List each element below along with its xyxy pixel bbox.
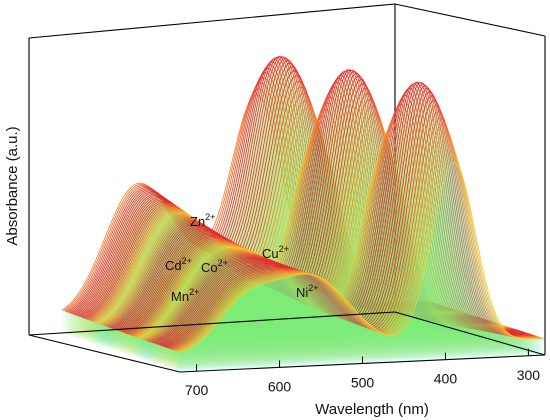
- spectrum-fill: [156, 83, 522, 365]
- spectrum-line: [162, 84, 528, 347]
- spectrum-fill: [145, 116, 511, 361]
- spectrum-line: [159, 81, 526, 346]
- spectrum-fill: [141, 136, 507, 360]
- ion-label-ni: Ni2+: [296, 283, 319, 300]
- spectrum-line: [163, 88, 530, 348]
- spectrum-line: [148, 103, 514, 342]
- spectrum-fill: [95, 123, 461, 345]
- spectrum-fill: [103, 109, 469, 348]
- spectra-surface: [61, 55, 546, 372]
- spectrum-fill: [158, 82, 524, 366]
- spectrum-line: [118, 69, 485, 332]
- spectrum-line: [178, 154, 544, 353]
- spectrum-fill: [165, 91, 531, 368]
- ion-label-cd: Cd2+: [165, 256, 192, 273]
- spectrum-fill: [111, 78, 477, 350]
- spectrum-line: [167, 100, 534, 349]
- spectrum-fill: [104, 103, 470, 348]
- spectrum-fill: [99, 129, 465, 346]
- spectrum-fill: [172, 117, 538, 370]
- spectrum-fill: [178, 154, 544, 372]
- spectrum-fill: [144, 122, 510, 361]
- spectrum-fill: [176, 139, 542, 371]
- spectrum-fill: [113, 72, 479, 351]
- spectrum-line: [161, 82, 527, 347]
- spectrum-fill: [173, 124, 539, 370]
- spectrum-line: [149, 99, 515, 343]
- spectrum-fill: [69, 64, 436, 337]
- x-tick-label: 700: [185, 382, 209, 398]
- x-axis-ticks: 700 600 500 400 300: [185, 348, 541, 398]
- spectrum-line: [157, 81, 523, 345]
- box-right-top: [394, 3, 546, 37]
- box-floor-back: [28, 311, 396, 336]
- x-tick-label: 600: [268, 378, 292, 394]
- spectrum-fill: [177, 147, 543, 372]
- spectrum-line: [158, 81, 524, 346]
- spectrum-fill: [168, 100, 534, 369]
- spectrum-fill: [154, 85, 520, 364]
- ion-label-zn: Zn2+: [190, 212, 215, 229]
- spectrum-line: [152, 90, 518, 344]
- spectrum-line: [150, 94, 516, 343]
- spectrum-fill: [160, 82, 526, 366]
- x-tick-label: 500: [351, 375, 375, 391]
- spectrum-line: [171, 117, 538, 351]
- box-floor-right: [394, 311, 546, 356]
- spectrum-line: [166, 94, 532, 349]
- spectrum-fill: [128, 93, 494, 356]
- spectrum-line: [174, 131, 540, 351]
- spectrum-line: [179, 162, 546, 353]
- y-axis-title: Absorbance (a.u.): [4, 126, 21, 245]
- box-back-top: [28, 3, 396, 39]
- spectrum-fill: [116, 69, 482, 352]
- ion-label-co: Co2+: [201, 258, 228, 275]
- x-axis-title: Wavelength (nm): [315, 401, 429, 418]
- spectrum-fill: [108, 86, 474, 349]
- spectrum-fill: [170, 111, 536, 370]
- spectrum-fill: [148, 104, 514, 362]
- spectrum-fill: [136, 135, 502, 358]
- spectrum-fill: [162, 85, 528, 367]
- spectrum-fill: [64, 83, 430, 335]
- spectrum-line: [165, 90, 531, 348]
- spectrum-fill: [169, 105, 535, 369]
- spectrum-line: [177, 146, 543, 352]
- ion-labels: Zn2+ Cd2+ Co2+ Cu2+ Mn2+ Ni2+: [165, 212, 319, 304]
- spectrum-fill: [87, 81, 453, 343]
- spectrum-fill: [146, 110, 512, 362]
- spectrum-line: [175, 138, 542, 352]
- box-floor-left: [28, 334, 181, 373]
- spectrum-fill: [97, 136, 463, 346]
- x-tick-label: 300: [517, 367, 541, 383]
- x-tick-label: 400: [434, 371, 458, 387]
- ion-label-cu: Cu2+: [262, 244, 289, 261]
- spectrum-line: [173, 124, 539, 351]
- spectrum-fill: [88, 87, 454, 343]
- ion-label-mn: Mn2+: [171, 287, 199, 304]
- spectrum-fill: [91, 100, 457, 344]
- spectrum-fill: [80, 60, 446, 340]
- spectrum-line: [169, 105, 535, 350]
- spectrum-fill: [174, 131, 540, 371]
- spectrum-line: [170, 110, 536, 350]
- spectrum-fill: [140, 142, 506, 360]
